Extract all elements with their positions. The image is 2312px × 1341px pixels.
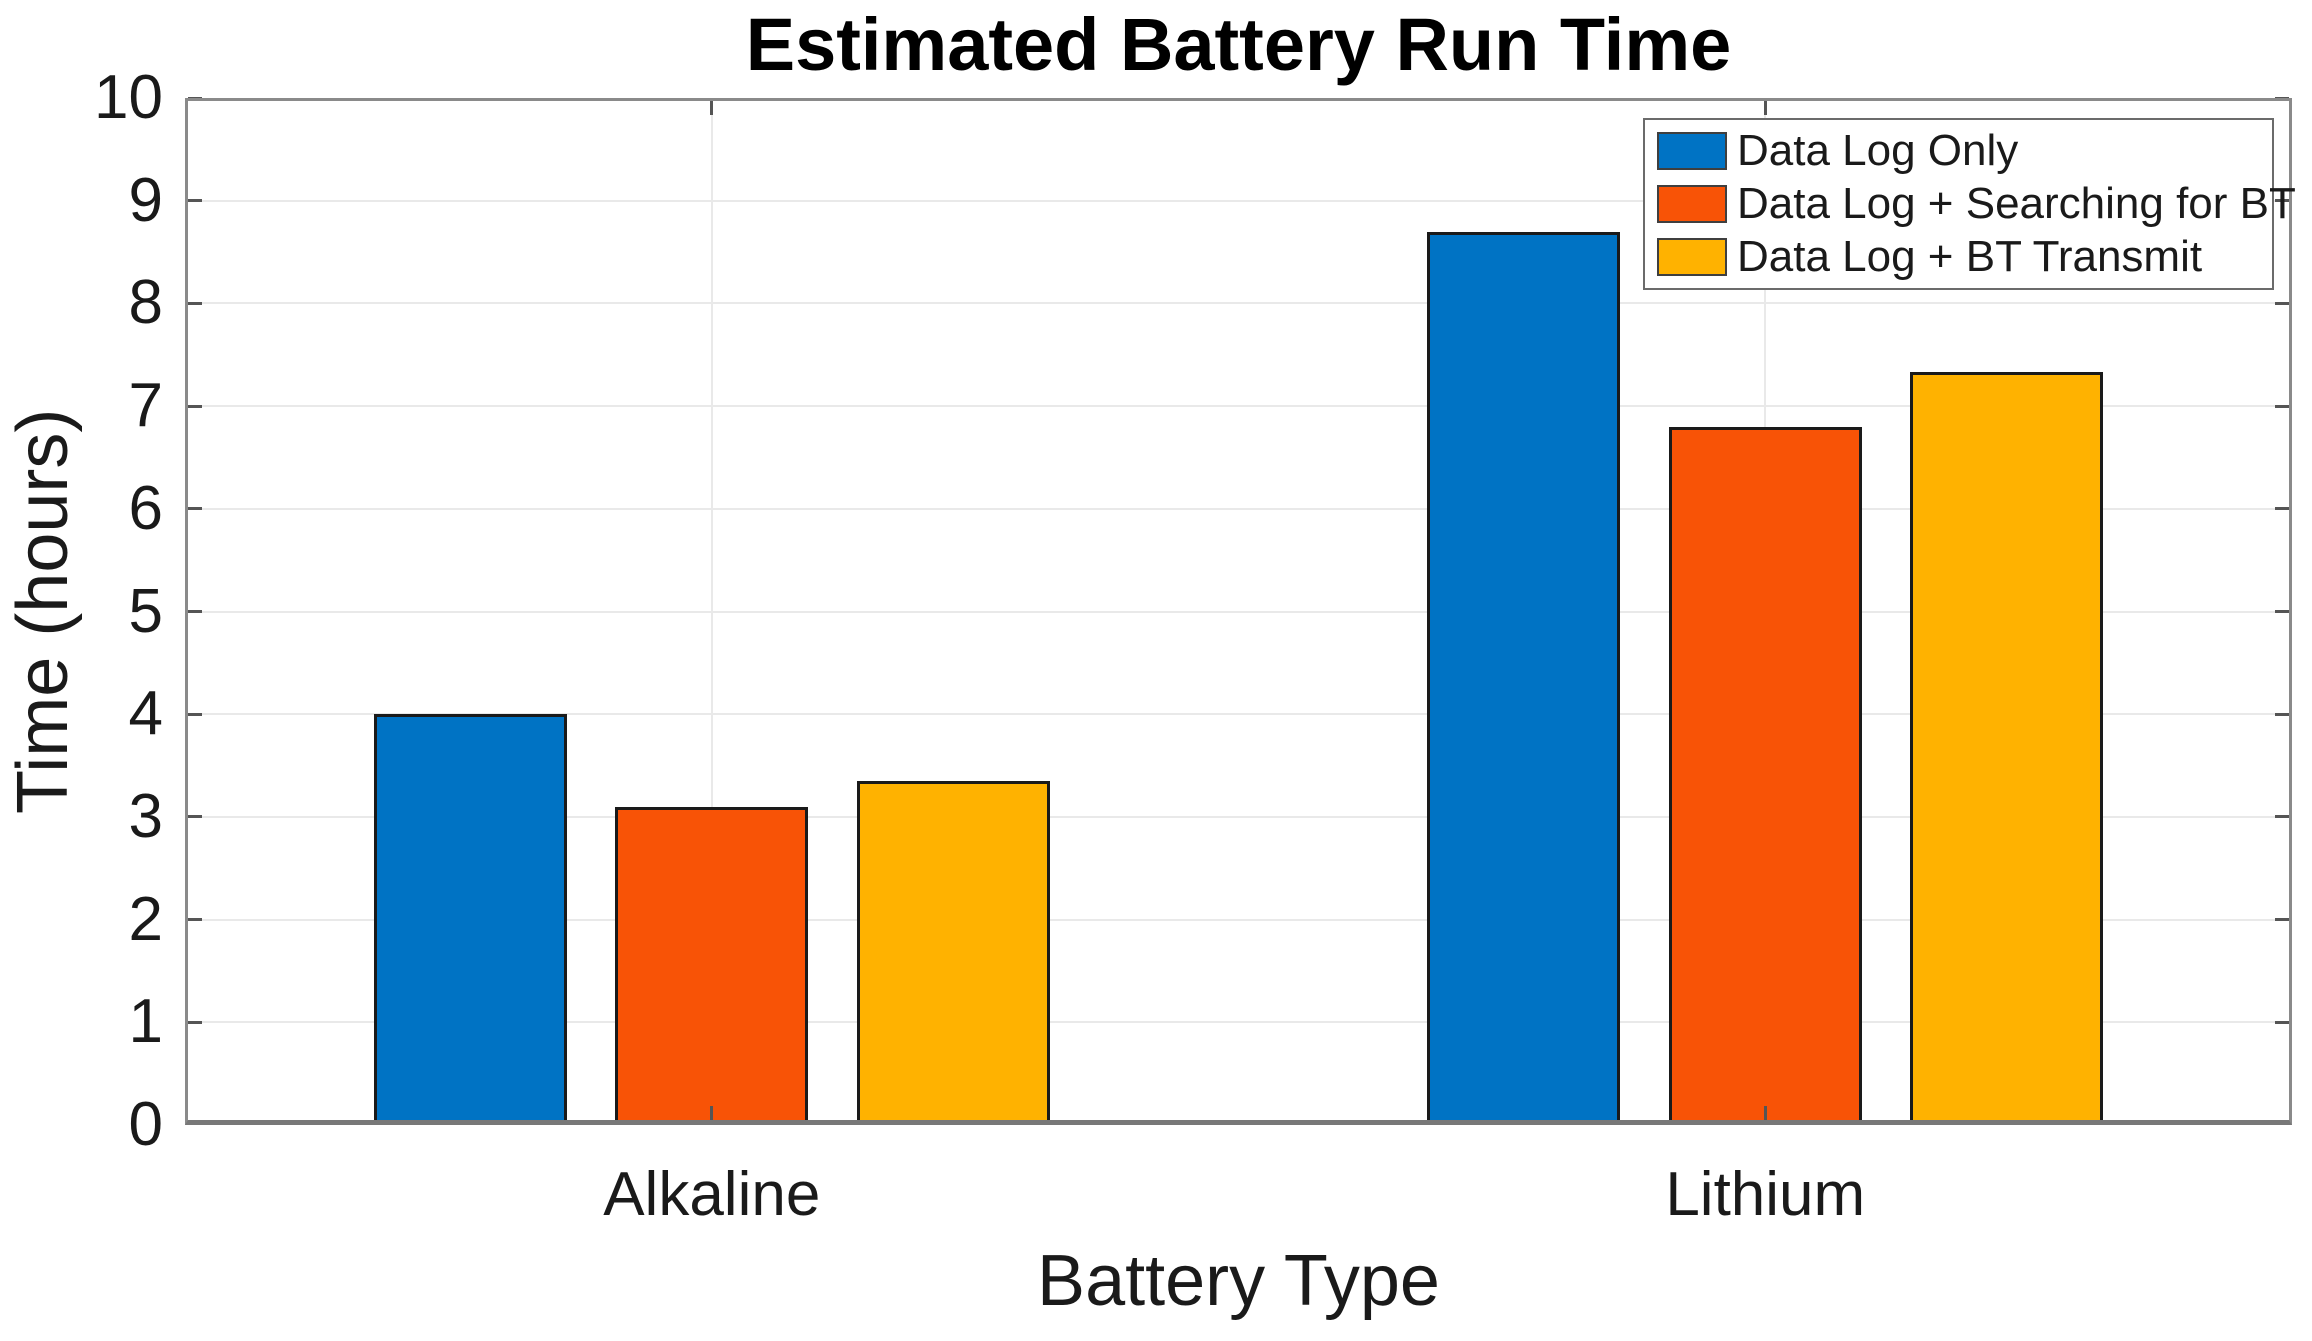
y-tick-label: 1 [128, 987, 163, 1057]
chart-title: Estimated Battery Run Time [745, 3, 1732, 86]
x-category-label: Lithium [1665, 1160, 1866, 1229]
gridline-h [185, 918, 2292, 921]
y-tick-label: 8 [128, 268, 163, 338]
y-tick-mark-right [2275, 815, 2289, 819]
gridline-v [710, 98, 713, 1125]
legend: Data Log Only Data Log + Searching for BT… [1643, 118, 2296, 290]
gridline-h [185, 713, 2292, 716]
x-axis-title: Battery Type [1037, 1241, 1440, 1321]
x-tick-mark-bottom [710, 1106, 714, 1120]
y-tick-label: 5 [128, 576, 163, 646]
bar [1668, 426, 1862, 1125]
gridline-h [185, 507, 2292, 510]
y-tick-mark-right [2275, 507, 2289, 511]
legend-item: Data Log Only [1645, 125, 2272, 177]
gridline-h [185, 1021, 2292, 1024]
x-tick-mark-top [710, 101, 714, 115]
y-tick-mark-right [2275, 96, 2289, 100]
legend-item: Data Log + Searching for BT [1645, 178, 2296, 230]
y-tick-label: 6 [128, 473, 163, 543]
y-tick-mark-left [188, 610, 202, 613]
y-tick-mark-left [188, 815, 202, 819]
y-tick-mark-right [2275, 1020, 2289, 1024]
y-tick-label: 4 [128, 679, 163, 749]
y-tick-mark-left [188, 96, 202, 100]
y-tick-mark-left [188, 301, 202, 305]
bar [373, 714, 567, 1125]
y-tick-label: 3 [128, 781, 163, 851]
legend-swatch [1657, 131, 1727, 170]
x-tick-mark-top [1763, 101, 1767, 115]
gridline-h [185, 199, 2292, 202]
y-tick-mark-left [188, 712, 202, 716]
legend-label: Data Log + Searching for BT [1737, 178, 2296, 228]
gridline-h [185, 610, 2292, 613]
y-tick-mark-left [188, 404, 202, 408]
gridline-h [185, 405, 2292, 408]
y-tick-mark-right [2275, 404, 2289, 408]
bar [1427, 231, 1621, 1125]
y-tick-mark-left [188, 199, 202, 203]
y-tick-label: 0 [128, 1090, 163, 1159]
legend-label: Data Log Only [1737, 125, 2019, 175]
y-tick-label: 7 [128, 371, 163, 441]
x-category-label: Alkaline [603, 1160, 821, 1229]
y-tick-mark-left [188, 507, 202, 511]
y-tick-mark-left [188, 1020, 202, 1024]
y-tick-label: 10 [94, 63, 163, 132]
y-tick-mark-right [2275, 712, 2289, 716]
gridline-h [185, 815, 2292, 818]
y-tick-mark-right [2275, 199, 2289, 203]
legend-item: Data Log + BT Transmit [1645, 231, 2272, 283]
y-tick-label: 9 [128, 165, 163, 235]
x-tick-mark-bottom [1763, 1106, 1767, 1120]
bar [615, 806, 809, 1125]
y-tick-mark-right [2275, 301, 2289, 305]
y-tick-label: 2 [128, 884, 163, 954]
y-tick-mark-right [2275, 918, 2289, 922]
legend-swatch [1657, 238, 1727, 277]
gridline-h [185, 302, 2292, 305]
y-tick-mark-right [2275, 610, 2289, 613]
bar [856, 780, 1050, 1125]
legend-label: Data Log + BT Transmit [1737, 232, 2203, 282]
bar [1910, 372, 2104, 1125]
y-tick-mark-left [188, 918, 202, 922]
legend-swatch [1657, 184, 1727, 223]
